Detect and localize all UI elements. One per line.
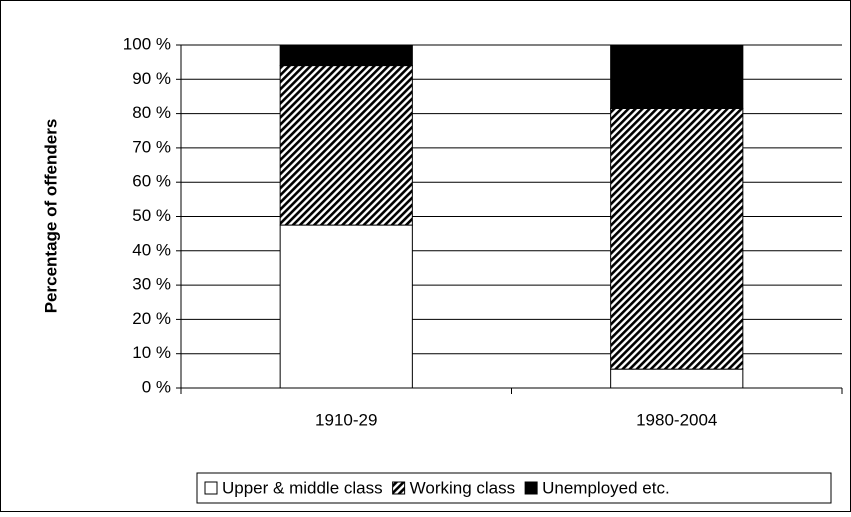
bar-segment — [279, 224, 413, 389]
legend-label: Unemployed etc. — [542, 478, 670, 497]
y-tick-label: 50 % — [132, 206, 171, 225]
y-tick-label: 90 % — [132, 69, 171, 88]
bar-segment — [610, 368, 744, 389]
y-tick-label: 20 % — [132, 309, 171, 328]
legend-swatch — [204, 481, 218, 495]
legend-label: Upper & middle class — [222, 478, 383, 497]
y-tick-label: 30 % — [132, 275, 171, 294]
x-tick-label: 1980-2004 — [636, 410, 717, 429]
y-tick-label: 10 % — [132, 343, 171, 362]
bar-segment — [279, 44, 413, 67]
x-tick-label: 1910-29 — [315, 410, 377, 429]
y-tick-label: 100 % — [123, 34, 171, 53]
y-tick-label: 0 % — [142, 377, 171, 396]
y-tick-label: 40 % — [132, 240, 171, 259]
legend-box — [196, 472, 832, 504]
y-axis-title: Percentage of offenders — [41, 119, 60, 314]
legend-swatch — [524, 481, 538, 495]
bar-segment — [610, 107, 744, 370]
y-tick-label: 70 % — [132, 137, 171, 156]
bar-segment — [610, 44, 744, 109]
y-tick-label: 80 % — [132, 103, 171, 122]
bar-segment — [279, 65, 413, 226]
y-tick-label: 60 % — [132, 172, 171, 191]
legend-swatch — [392, 481, 406, 495]
legend-label: Working class — [410, 478, 516, 497]
